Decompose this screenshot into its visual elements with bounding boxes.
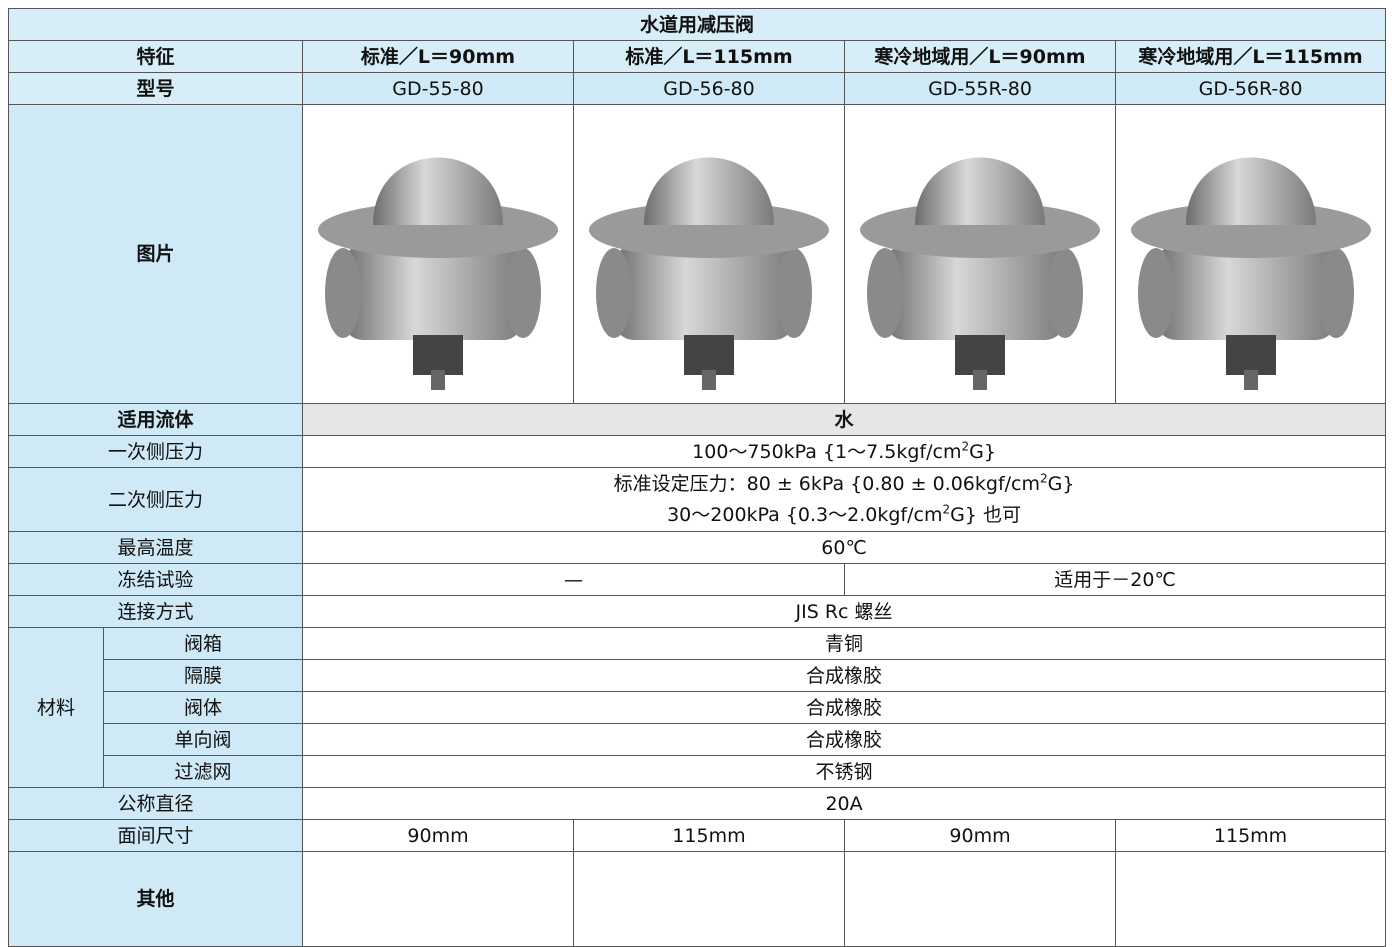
text: 100～750kPa {1～7.5kgf/cm: [692, 440, 962, 463]
row-label: 型号: [8, 72, 303, 105]
cell: 标准设定压力：80 ± 6kPa {0.80 ± 0.06kgf/cm2G} 3…: [301, 467, 1387, 532]
feature: 标准／L＝115mm: [573, 40, 845, 73]
cell: 青铜: [301, 627, 1387, 660]
row-label: 公称直径: [8, 787, 303, 820]
cell: 20A: [301, 787, 1387, 820]
cell: [302, 851, 574, 947]
cell: 90mm: [302, 819, 574, 852]
row-label: 图片: [8, 104, 303, 404]
cell: 合成橡胶: [301, 659, 1387, 692]
cell: [573, 851, 845, 947]
feature: 寒冷地域用／L＝90mm: [844, 40, 1116, 73]
sub-label: 阀箱: [103, 627, 303, 660]
valve-image: [845, 105, 1115, 394]
cell: 合成橡胶: [301, 691, 1387, 724]
row-label: 最高温度: [8, 531, 303, 564]
product-image: [1114, 104, 1387, 404]
cell: 合成橡胶: [301, 723, 1387, 756]
text: G}: [1047, 472, 1075, 495]
cell: 水: [301, 403, 1387, 436]
row-label: 面间尺寸: [8, 819, 303, 852]
row-label: 特征: [8, 40, 303, 73]
spec-table: 水道用减压阀 特征 标准／L＝90mm 标准／L＝115mm 寒冷地域用／L＝9…: [7, 8, 1387, 947]
feature: 标准／L＝90mm: [302, 40, 574, 73]
sub-label: 单向阀: [103, 723, 303, 756]
superscript: 2: [961, 439, 970, 454]
row-label: 一次侧压力: [8, 435, 303, 468]
product-image: [573, 104, 845, 404]
table-title: 水道用减压阀: [7, 8, 1387, 41]
product-image: [844, 104, 1116, 404]
model: GD-55R-80: [844, 72, 1116, 105]
model: GD-55-80: [302, 72, 574, 105]
feature: 寒冷地域用／L＝115mm: [1114, 40, 1387, 73]
row-label: 其他: [8, 851, 303, 947]
cell: 115mm: [573, 819, 845, 852]
row-label: 适用流体: [8, 403, 303, 436]
cell: —: [302, 563, 845, 596]
sub-label: 过滤网: [103, 755, 303, 788]
sub-label: 隔膜: [103, 659, 303, 692]
text: G}: [969, 440, 996, 463]
cell: JIS Rc 螺丝: [301, 595, 1387, 628]
sub-label: 阀体: [103, 691, 303, 724]
model: GD-56R-80: [1114, 72, 1387, 105]
text-line: 标准设定压力：80 ± 6kPa {0.80 ± 0.06kgf/cm2G}: [304, 469, 1385, 500]
cell: 100～750kPa {1～7.5kgf/cm2G}: [301, 435, 1387, 468]
row-label: 冻结试验: [8, 563, 303, 596]
valve-image: [574, 105, 844, 394]
text: G} 也可: [950, 503, 1021, 526]
cell: 90mm: [844, 819, 1116, 852]
model: GD-56-80: [573, 72, 845, 105]
text-line: 30～200kPa {0.3～2.0kgf/cm2G} 也可: [304, 500, 1385, 531]
cell: 60℃: [301, 531, 1387, 564]
cell: 115mm: [1114, 819, 1387, 852]
superscript: 2: [942, 502, 951, 517]
cell: 不锈钢: [301, 755, 1387, 788]
cell: [844, 851, 1116, 947]
product-image: [302, 104, 574, 404]
row-label: 连接方式: [8, 595, 303, 628]
text: 标准设定压力：80 ± 6kPa {0.80 ± 0.06kgf/cm: [613, 472, 1040, 495]
row-label: 二次侧压力: [8, 467, 303, 532]
cell: 适用于－20℃: [843, 563, 1387, 596]
valve-image: [1116, 105, 1386, 394]
text: 30～200kPa {0.3～2.0kgf/cm: [667, 503, 943, 526]
superscript: 2: [1039, 471, 1048, 486]
cell: [1114, 851, 1387, 947]
valve-image: [303, 105, 573, 394]
row-label: 材料: [8, 627, 104, 788]
